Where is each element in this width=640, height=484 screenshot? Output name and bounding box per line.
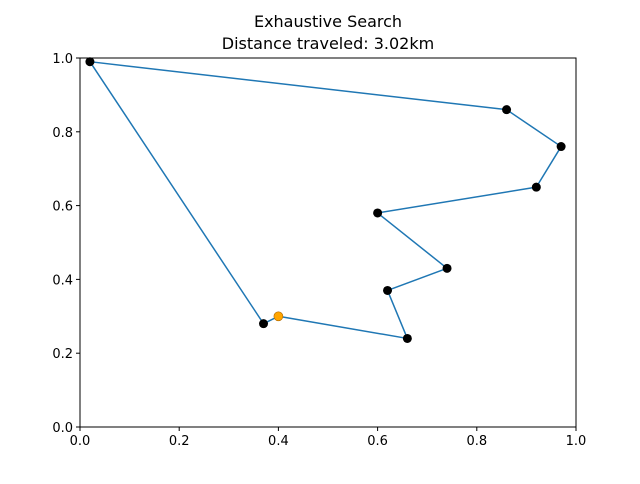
city-point: [259, 319, 269, 329]
city-point: [383, 285, 393, 295]
plot-frame: [79, 57, 577, 428]
city-point: [85, 57, 95, 67]
route-segment: [277, 315, 409, 340]
y-tick-label: 0.4: [52, 273, 73, 288]
route-segment: [386, 289, 409, 340]
route-segment: [376, 212, 448, 270]
city-point: [402, 333, 412, 343]
cities-layer: [85, 57, 566, 343]
city-point: [556, 142, 566, 152]
route-segment: [505, 108, 562, 148]
x-tick-label: 0.0: [70, 434, 91, 449]
route-segment: [89, 60, 508, 111]
y-tick-label: 0.8: [52, 126, 73, 141]
route-segment: [89, 60, 265, 325]
route-segment: [535, 145, 562, 188]
x-tick-label: 0.2: [169, 434, 190, 449]
city-point: [531, 182, 541, 192]
y-tick-label: 0.0: [52, 421, 73, 436]
route-segment: [376, 186, 538, 214]
city-point: [442, 263, 452, 273]
x-tick-label: 0.4: [268, 434, 289, 449]
city-point: [373, 208, 383, 218]
x-tick-label: 0.6: [367, 434, 388, 449]
x-tick-label: 0.8: [466, 434, 487, 449]
y-tick-label: 1.0: [52, 52, 73, 67]
route-layer: [89, 60, 562, 340]
y-tick-label: 0.6: [52, 200, 73, 215]
y-tick-label: 0.2: [52, 347, 73, 362]
start-layer: [273, 311, 284, 322]
x-tick-label: 1.0: [566, 434, 587, 449]
start-point: [273, 311, 284, 322]
route-segment: [386, 267, 448, 292]
y-axis-ticks: 0.0 0.2 0.4 0.6 0.8 1.0: [52, 52, 80, 436]
chart-title-line-2: Distance traveled: 3.02km: [222, 34, 434, 53]
x-axis-ticks: 0.0 0.2 0.4 0.6 0.8 1.0: [70, 427, 587, 449]
chart-title-line-1: Exhaustive Search: [254, 12, 402, 31]
city-point: [502, 105, 512, 115]
